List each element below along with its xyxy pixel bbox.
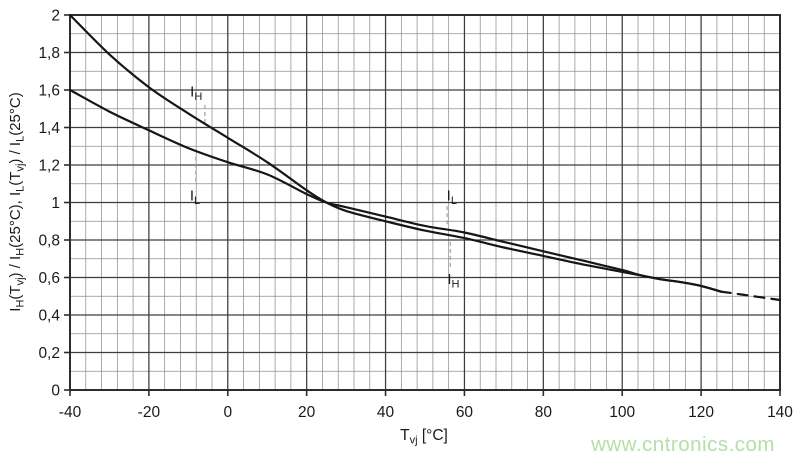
y-tick-label: 0,8 [38, 233, 60, 250]
curve-label: IL [190, 188, 200, 208]
x-tick-labels: -40 -20 0 20 40 60 80 100 120 140 [59, 404, 794, 421]
y-tick-label: 1,6 [38, 83, 60, 100]
y-tick-labels: 2 1,8 1,6 1,4 1,2 1 0,8 0,6 0,4 0,2 0 [38, 8, 60, 400]
label-leader-lines [195, 105, 451, 268]
y-axis-title: IH(Tvj) / IH(25°C), IL(Tvj) / IL(25°C) [7, 92, 27, 311]
y-tick-label: 1,8 [38, 45, 60, 62]
x-tick-label: -20 [138, 404, 161, 421]
y-tick-label: 1 [51, 195, 60, 212]
x-tick-label: 0 [223, 404, 232, 421]
x-tick-label: 120 [688, 404, 714, 421]
curve-label: IH [447, 271, 459, 291]
y-tick-label: 0,2 [38, 345, 60, 362]
x-tick-label: -40 [59, 404, 82, 421]
curve-labels: IH IL IL IH [190, 84, 460, 291]
curve-label: IH [190, 84, 202, 104]
x-axis-title: Tvj [°C] [400, 427, 448, 447]
x-tick-label: 140 [767, 404, 793, 421]
y-tick-label: 0,4 [38, 308, 60, 325]
y-tick-label: 2 [51, 8, 60, 25]
curve-il [68, 88, 722, 293]
y-tick-label: 0 [51, 383, 60, 400]
y-tick-label: 1,4 [38, 120, 60, 137]
x-tick-label: 40 [377, 404, 395, 421]
curve-merged-dashed [719, 290, 782, 302]
x-tick-label: 80 [535, 404, 553, 421]
y-tick-label: 0,6 [38, 270, 60, 287]
curve-label: IL [447, 188, 457, 208]
x-tick-label: 20 [298, 404, 316, 421]
x-tick-label: 60 [456, 404, 474, 421]
x-tick-label: 100 [609, 404, 635, 421]
watermark: www.cntronics.com [591, 433, 775, 456]
axis-ticks [64, 14, 781, 396]
curve-ih [68, 13, 722, 293]
y-tick-label: 1,2 [38, 158, 60, 175]
